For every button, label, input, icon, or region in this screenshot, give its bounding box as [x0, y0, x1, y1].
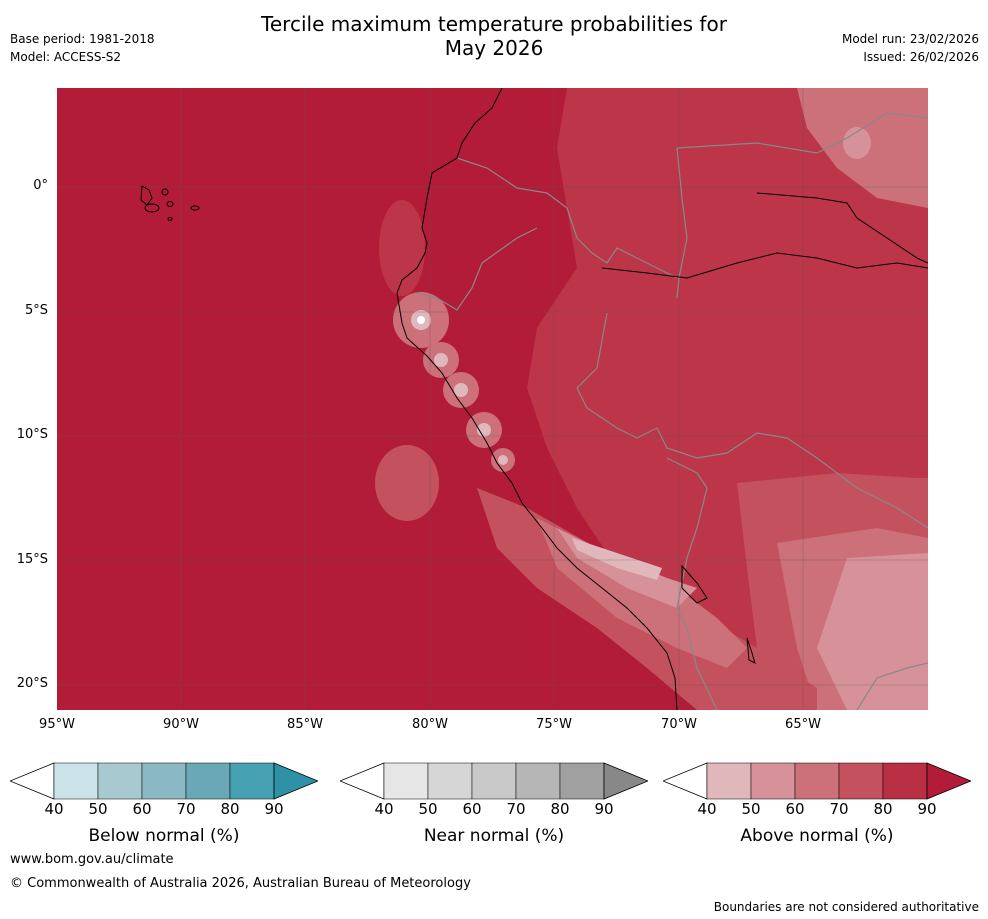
- lon-tick-70w: 70°W: [661, 717, 697, 732]
- below-normal-tick-80: 80: [220, 800, 240, 818]
- lat-tick-20s: 20°S: [16, 676, 48, 691]
- model-text: Model: ACCESS-S2: [10, 50, 122, 64]
- below-normal-tick-60: 60: [132, 800, 152, 818]
- above-normal-tick-70: 70: [829, 800, 849, 818]
- above-normal-tick-60: 60: [785, 800, 805, 818]
- lon-tick-65w: 65°W: [785, 717, 821, 732]
- above-normal-tick-50: 50: [741, 800, 761, 818]
- footer-disclaimer: Boundaries are not considered authoritat…: [713, 900, 979, 914]
- below-normal-swatch-50: [97, 762, 143, 800]
- near-normal-swatch-50: [427, 762, 473, 800]
- title-line-1: Tercile maximum temperature probabilitie…: [261, 12, 727, 36]
- below-normal-tick-40: 40: [44, 800, 64, 818]
- near-normal-tick-80: 80: [550, 800, 570, 818]
- coastal-above-40-band: [572, 538, 662, 580]
- near-normal-colorbar: [340, 762, 648, 800]
- above-normal-tick-90: 90: [917, 800, 937, 818]
- lon-tick-80w: 80°W: [412, 717, 448, 732]
- country-borders: [416, 112, 928, 710]
- above-normal-label: Above normal (%): [740, 826, 894, 846]
- lat-tick-5s: 5°S: [24, 303, 48, 318]
- below-normal-swatch-80: [229, 762, 275, 800]
- near-normal-tick-70: 70: [506, 800, 526, 818]
- base-period-text: Base period: 1981-2018: [10, 32, 155, 46]
- above-normal-colorbar: [663, 762, 971, 800]
- issued-text: Issued: 26/02/2026: [863, 50, 979, 64]
- above-normal-swatch-40: [706, 762, 752, 800]
- page-title: Tercile maximum temperature probabilitie…: [0, 12, 988, 60]
- above-normal-tick-40: 40: [697, 800, 717, 818]
- above-normal-swatch-70: [838, 762, 884, 800]
- map-gridlines: [57, 88, 928, 710]
- below-normal-colorbar: [10, 762, 318, 800]
- near-normal-tick-60: 60: [462, 800, 482, 818]
- lat-tick-10s: 10°S: [16, 427, 48, 442]
- below-normal-tick-70: 70: [176, 800, 196, 818]
- near-normal-swatch-40: [383, 762, 429, 800]
- below-normal-swatch-60: [141, 762, 187, 800]
- below-normal-label: Below normal (%): [88, 826, 240, 846]
- below-normal-tick-90: 90: [264, 800, 284, 818]
- above-normal-swatch-50: [750, 762, 796, 800]
- above-normal-tick-80: 80: [873, 800, 893, 818]
- above-normal-swatch-60: [794, 762, 840, 800]
- near-normal-lower-extend: [340, 762, 385, 800]
- above-normal-lower-extend: [663, 762, 708, 800]
- near-normal-tick-90: 90: [594, 800, 614, 818]
- north-above-60-spot: [843, 127, 871, 159]
- below-normal-swatch-70: [185, 762, 231, 800]
- below-normal-lower-extend: [10, 762, 55, 800]
- near-normal-swatch-70: [515, 762, 561, 800]
- title-line-2: May 2026: [444, 36, 544, 60]
- map-canvas: [57, 88, 928, 710]
- above-normal-swatch-80: [882, 762, 928, 800]
- lon-tick-95w: 95°W: [39, 717, 75, 732]
- below-normal-tick-50: 50: [88, 800, 108, 818]
- lon-tick-75w: 75°W: [536, 717, 572, 732]
- above-normal-upper-extend: [926, 762, 971, 800]
- coastal-hotspots: [393, 292, 515, 472]
- offshore-north-blob: [379, 200, 425, 296]
- near-normal-upper-extend: [603, 762, 648, 800]
- model-run-text: Model run: 23/02/2026: [841, 32, 979, 46]
- lat-tick-15s: 15°S: [16, 552, 48, 567]
- near-normal-tick-40: 40: [374, 800, 394, 818]
- near-normal-swatch-60: [471, 762, 517, 800]
- footer-url: www.bom.gov.au/climate: [10, 852, 174, 867]
- coastline: [396, 88, 928, 710]
- galapagos-islands: [140, 185, 200, 221]
- lon-tick-85w: 85°W: [287, 717, 323, 732]
- lon-tick-90w: 90°W: [163, 717, 199, 732]
- lat-tick-0: 0°: [33, 178, 48, 193]
- near-normal-tick-50: 50: [418, 800, 438, 818]
- footer-copyright: © Commonwealth of Australia 2026, Austra…: [10, 876, 471, 891]
- below-normal-swatch-40: [53, 762, 99, 800]
- probability-map[interactable]: [57, 88, 928, 710]
- near-normal-swatch-80: [559, 762, 605, 800]
- offshore-south-blob: [375, 445, 439, 521]
- below-normal-upper-extend: [273, 762, 318, 800]
- near-normal-label: Near normal (%): [423, 826, 565, 846]
